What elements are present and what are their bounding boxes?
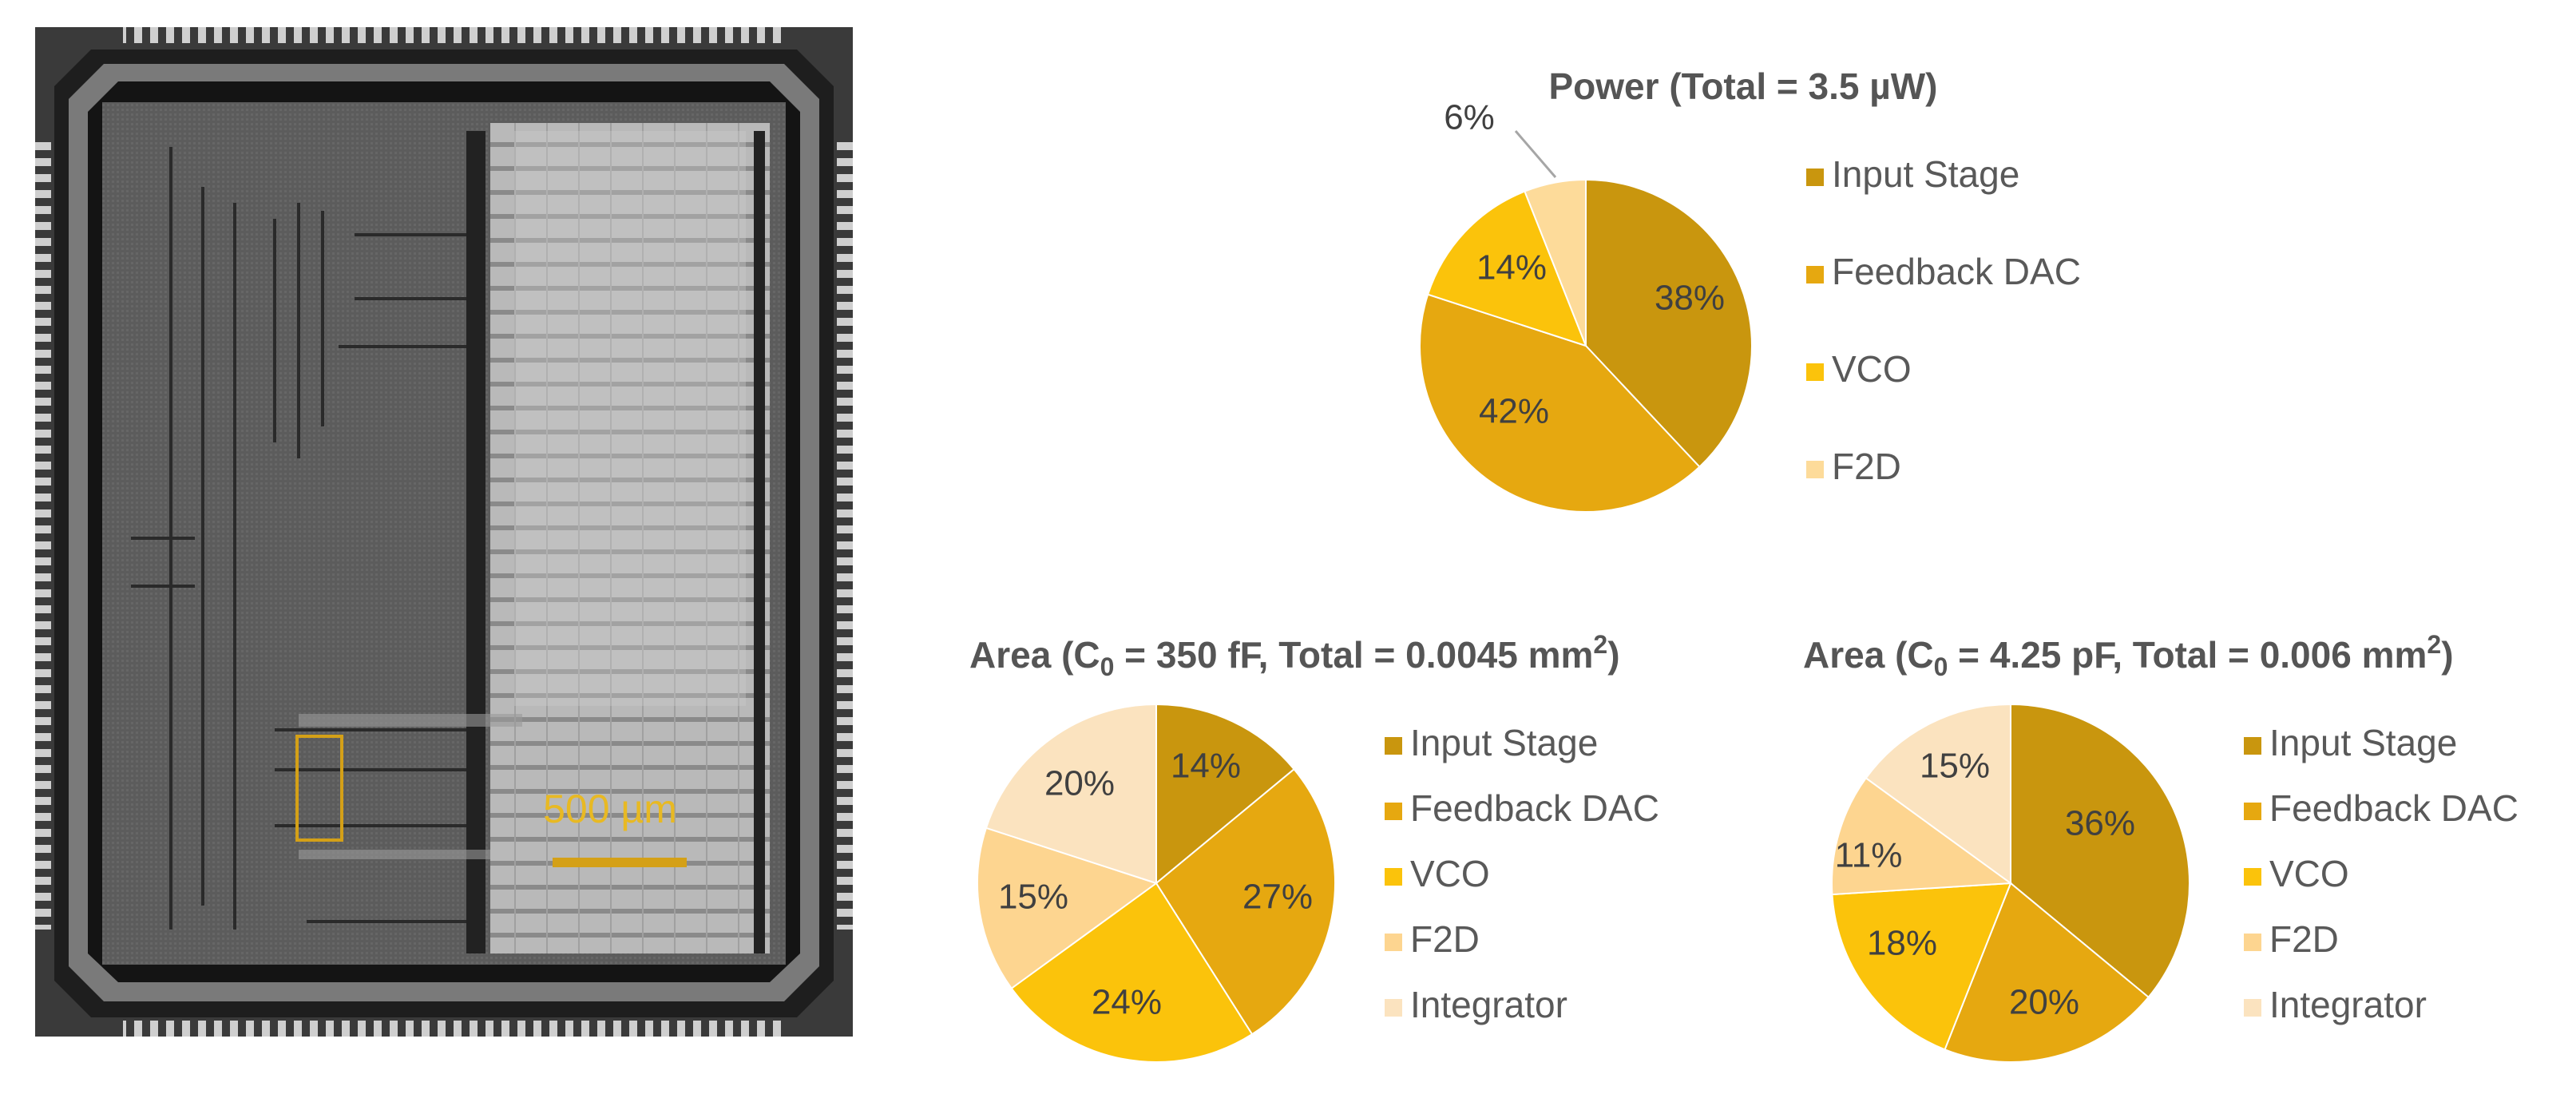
scale-bar <box>553 858 687 867</box>
pie-slice-input-stage <box>1155 703 1295 886</box>
legend-label: Input Stage <box>2269 722 2457 763</box>
pie-value-label: 15% <box>1920 747 1990 786</box>
area-4p25pf-chart: Area (C0 = 4.25 pF, Total = 0.006 mm2) 3… <box>1803 630 2519 1063</box>
power-chart: Power (Total = 3.5 µW) 38% 42% 14% 6% Input… <box>1419 65 2081 513</box>
die-micrograph: 500 µm <box>35 27 853 1037</box>
pie-slice-integrator <box>1865 703 2011 885</box>
pie-value-label: 38% <box>1655 279 1725 318</box>
pie-slice-vco <box>1426 190 1587 347</box>
pie-slice-feedback-dac <box>1419 293 1701 513</box>
area-350ff-pie: 14% 27% 24% 15% 20% <box>977 703 1336 1063</box>
pie-value-label: 14% <box>1171 747 1241 786</box>
legend-swatch <box>1385 868 1402 886</box>
legend-label: F2D <box>1410 918 1480 960</box>
pie-slice-input-stage <box>1585 178 1753 469</box>
area-350ff-chart-title: Area (C0 = 350 fF, Total = 0.0045 mm2) <box>969 630 1620 681</box>
legend-label: Feedback DAC <box>1410 787 1659 829</box>
legend-swatch <box>1385 737 1402 755</box>
legend-swatch <box>1806 168 1824 186</box>
area-4p25pf-pie: 36% 20% 18% 11% 15% <box>1831 703 2190 1063</box>
legend-swatch <box>1806 461 1824 478</box>
legend-swatch <box>2244 737 2261 755</box>
legend-label: VCO <box>2269 853 2349 894</box>
legend-swatch <box>2244 999 2261 1017</box>
pie-value-label: 27% <box>1242 878 1313 917</box>
pie-value-label: 14% <box>1476 248 1547 287</box>
legend-label: F2D <box>1832 446 1901 487</box>
legend-swatch <box>1385 803 1402 820</box>
power-legend: Input Stage Feedback DAC VCO F2D <box>1806 153 2081 487</box>
pie-value-label: 20% <box>1044 764 1115 803</box>
pie-value-label: 42% <box>1479 392 1549 431</box>
pie-slice-f2d <box>977 827 1159 990</box>
pie-value-label: 36% <box>2065 804 2135 843</box>
area-4p25pf-chart-title: Area (C0 = 4.25 pF, Total = 0.006 mm2) <box>1803 630 2454 681</box>
pie-value-label: 11% <box>1835 836 1903 875</box>
legend-swatch <box>1385 999 1402 1017</box>
pie-slice-integrator <box>985 703 1157 885</box>
power-pie: 38% 42% 14% 6% <box>1419 98 1753 513</box>
legend-label: Integrator <box>2269 984 2427 1025</box>
pie-value-label: 20% <box>2009 983 2079 1022</box>
pie-value-label: 6% <box>1444 98 1495 137</box>
pie-slice-feedback-dac <box>1155 767 1336 1036</box>
legend-swatch <box>2244 803 2261 820</box>
scale-bar-label: 500 µm <box>543 787 677 831</box>
pie-slice-f2d <box>1524 178 1587 347</box>
pie-slice-vco <box>1831 882 2012 1051</box>
legend-label: Input Stage <box>1832 153 2019 195</box>
legend-label: Feedback DAC <box>1832 251 2081 292</box>
pie-value-label: 18% <box>1867 924 1937 963</box>
pie-value-label: 15% <box>998 878 1068 917</box>
legend-label: Input Stage <box>1410 722 1598 763</box>
power-callout-line <box>1514 130 1557 178</box>
highlight-box <box>295 735 343 842</box>
legend-swatch <box>1806 363 1824 381</box>
legend-swatch <box>2244 868 2261 886</box>
legend-label: VCO <box>1832 348 1912 390</box>
legend-label: VCO <box>1410 853 1490 894</box>
legend-swatch <box>1806 266 1824 283</box>
power-chart-title: Power (Total = 3.5 µW) <box>1549 65 1938 107</box>
legend-swatch <box>2244 934 2261 951</box>
area-4p25pf-legend: Input Stage Feedback DAC VCO F2D Integrator <box>2244 722 2519 1025</box>
legend-label: Integrator <box>1410 984 1567 1025</box>
area-350ff-legend: Input Stage Feedback DAC VCO F2D Integrator <box>1385 722 1659 1025</box>
pie-slice-input-stage <box>2010 703 2190 999</box>
legend-label: F2D <box>2269 918 2339 960</box>
legend-label: Feedback DAC <box>2269 787 2519 829</box>
legend-swatch <box>1385 934 1402 951</box>
pie-slice-f2d <box>1831 776 2013 896</box>
pie-slice-feedback-dac <box>1944 882 2150 1063</box>
area-350ff-chart: Area (C0 = 350 fF, Total = 0.0045 mm2) 1… <box>969 630 1659 1063</box>
pie-value-label: 24% <box>1092 983 1162 1022</box>
pie-slice-vco <box>1010 882 1254 1063</box>
